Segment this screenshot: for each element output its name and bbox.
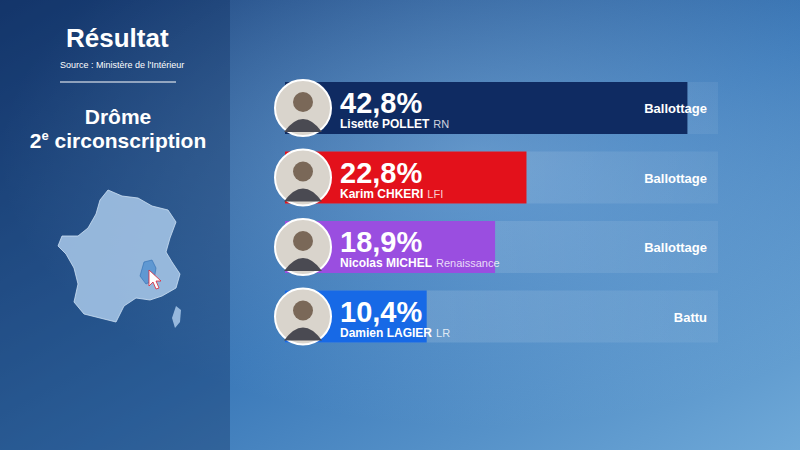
candidate-name: Damien LAGIER	[340, 326, 432, 340]
chart: Résultat Source : Ministère de l'Intérieu…	[0, 0, 800, 450]
party: LR	[436, 327, 450, 339]
value-label: 42,8%	[340, 87, 422, 119]
photo	[275, 219, 331, 275]
status: Ballottage	[644, 240, 707, 255]
photo-head	[293, 162, 313, 182]
status: Ballottage	[644, 171, 707, 186]
bar-track	[285, 82, 718, 134]
photo	[275, 150, 331, 206]
map-corsica	[172, 306, 181, 328]
labels: 42,8%Lisette POLLETRN Ballottage 22,8%Kari…	[275, 80, 707, 345]
separator	[60, 81, 176, 82]
title: Résultat	[66, 23, 169, 53]
photo	[275, 80, 331, 136]
photo-body	[284, 189, 322, 202]
photo-body	[284, 119, 322, 132]
value-label: 10,4%	[340, 296, 422, 328]
candidate-name: Nicolas MICHEL	[340, 256, 432, 270]
annotation-part: circonscription	[49, 129, 207, 152]
bar-track	[285, 152, 718, 204]
party: RN	[433, 118, 449, 130]
value-label: 22,8%	[340, 157, 422, 189]
background	[0, 0, 800, 450]
subtitle: Source : Ministère de l'Intérieur	[60, 60, 184, 70]
photo-body	[284, 258, 322, 271]
bar-track	[285, 291, 718, 343]
candidate-name: Lisette POLLET	[340, 117, 430, 131]
status: Ballottage	[644, 101, 707, 116]
map-france	[58, 190, 180, 322]
status: Battu	[674, 310, 707, 325]
photo-head	[293, 231, 313, 251]
background-glow	[0, 0, 800, 450]
annotation-part: 2	[30, 129, 42, 152]
value-label: 18,9%	[340, 226, 422, 258]
annotation: Drôme	[85, 105, 152, 128]
candidate-name: Karim CHKERI	[340, 187, 423, 201]
map	[58, 190, 181, 328]
photo	[275, 289, 331, 345]
annotation: 2e circonscription	[30, 128, 206, 152]
map-cursor	[149, 270, 161, 289]
party: LFI	[427, 188, 443, 200]
photo-head	[293, 92, 313, 112]
bar-track	[285, 221, 718, 273]
photo-head	[293, 301, 313, 321]
photo-body	[284, 328, 322, 341]
side-panel	[0, 0, 230, 450]
annotation-sup: e	[41, 128, 48, 143]
party: Renaissance	[436, 257, 500, 269]
tracks	[285, 82, 718, 343]
